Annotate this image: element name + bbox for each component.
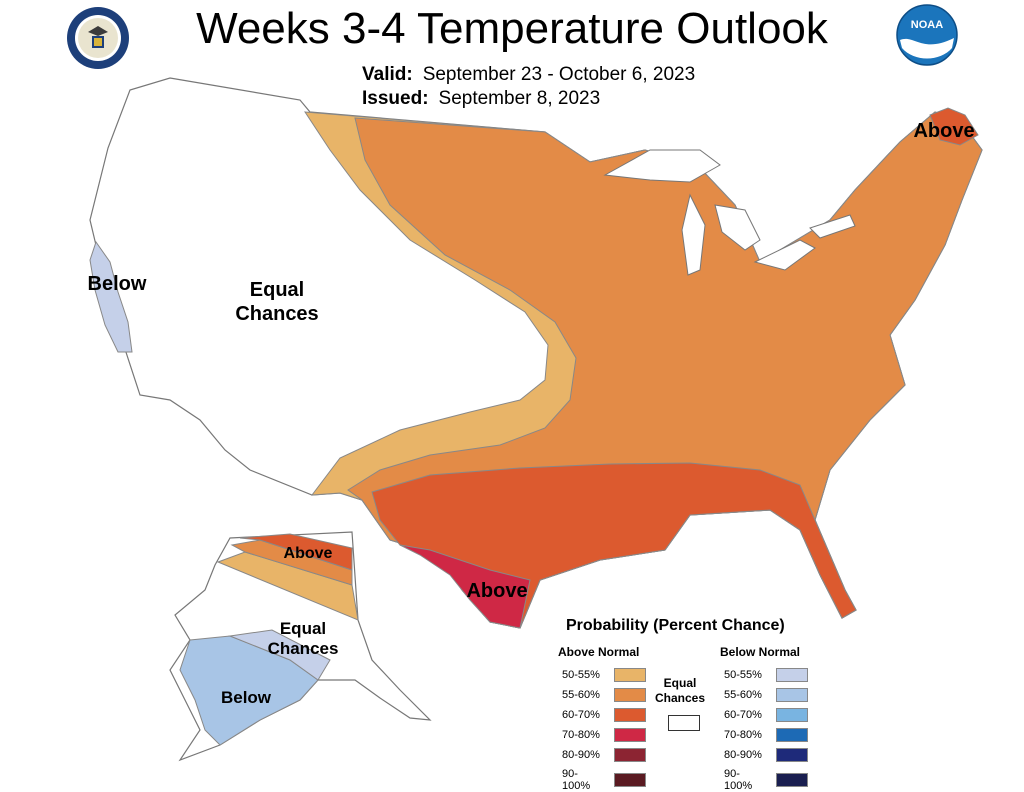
legend-above-swatch	[614, 708, 646, 722]
region-ak-above-55-60	[230, 539, 353, 586]
legend-below-label: 50-55%	[724, 669, 762, 681]
legend-equal-line2: Chances	[655, 691, 706, 705]
valid-value: September 23 - October 6, 2023	[422, 64, 696, 85]
legend-below-label: 90-100%	[724, 768, 753, 792]
legend-below-row: 80-90%	[724, 748, 808, 762]
legend-below-row: 70-80%	[724, 728, 808, 742]
legend-above-row: 80-90%	[562, 748, 646, 762]
alaska	[169, 531, 432, 762]
legend-equal-swatch	[668, 715, 700, 731]
region-ak-above-60-70	[239, 533, 353, 571]
legend-below-swatch	[776, 748, 808, 762]
region-above-60-70-conus	[371, 462, 857, 629]
legend-title: Probability (Percent Chance)	[566, 617, 785, 634]
great-lakes	[603, 149, 856, 276]
label-below-west: Below	[88, 273, 147, 295]
issued-value: September 8, 2023	[438, 88, 601, 109]
region-ak-below-50-55	[228, 629, 331, 681]
noaa-logo-text: NOAA	[911, 19, 943, 31]
legend-above-row: 50-55%	[562, 668, 646, 682]
legend-above-row: 55-60%	[562, 688, 646, 702]
legend-above-row: 60-70%	[562, 708, 646, 722]
label-ak-equal-line1: Equal	[280, 619, 326, 638]
legend-above-row: 90-100%	[562, 768, 646, 792]
legend-below-row: 90-100%	[724, 768, 808, 792]
label-above-texas: Above	[466, 580, 527, 602]
legend-below-head: Below Normal	[720, 645, 801, 659]
legend-equal-label: Equal Chances	[655, 676, 705, 706]
legend-below-row: 60-70%	[724, 708, 808, 722]
legend-above-label: 80-90%	[562, 749, 600, 761]
legend-above-label: 90-100%	[562, 768, 591, 792]
valid-label: Valid:	[362, 64, 413, 85]
doc-seal-icon	[67, 7, 129, 69]
legend-above-swatch	[614, 728, 646, 742]
map-title: Weeks 3-4 Temperature Outlook	[196, 4, 828, 53]
legend-equal-line1: Equal	[663, 676, 697, 690]
legend-below-swatch	[776, 688, 808, 702]
legend-above-row: 70-80%	[562, 728, 646, 742]
legend-below-row: 55-60%	[724, 688, 808, 702]
label-ak-equal-line2: Chances	[268, 639, 339, 658]
issued-label: Issued:	[362, 88, 429, 109]
legend-above-head: Above Normal	[558, 645, 640, 659]
issued-line: Issued: September 8, 2023	[362, 88, 600, 110]
valid-line: Valid: September 23 - October 6, 2023	[362, 64, 695, 86]
legend-above-label: 55-60%	[562, 689, 600, 701]
label-equal-chances-line1: Equal	[250, 279, 304, 301]
region-above-70-80-texas	[399, 544, 531, 629]
noaa-logo-icon: NOAA	[896, 4, 958, 66]
legend-below-label: 70-80%	[724, 729, 762, 741]
legend-above-label: 50-55%	[562, 669, 600, 681]
legend-below-swatch	[776, 728, 808, 742]
legend-below-row: 50-55%	[724, 668, 808, 682]
legend-above-swatch	[614, 668, 646, 682]
legend-below-swatch	[776, 708, 808, 722]
legend-above-label: 70-80%	[562, 729, 600, 741]
legend-above-swatch	[614, 773, 646, 787]
label-ak-above: Above	[284, 545, 333, 562]
legend-below-swatch	[776, 668, 808, 682]
legend-above-swatch	[614, 688, 646, 702]
legend-above-label: 60-70%	[562, 709, 600, 721]
label-above-northeast: Above	[913, 120, 974, 142]
region-above-60-70-maine	[929, 107, 979, 146]
legend-below-label: 60-70%	[724, 709, 762, 721]
legend-below-label: 55-60%	[724, 689, 762, 701]
label-equal-chances-line2: Chances	[235, 303, 318, 325]
label-ak-below: Below	[221, 688, 272, 707]
region-below-50-55-california	[89, 240, 133, 353]
legend-above-swatch	[614, 748, 646, 762]
legend-below-label: 80-90%	[724, 749, 762, 761]
legend-below-swatch	[776, 773, 808, 787]
